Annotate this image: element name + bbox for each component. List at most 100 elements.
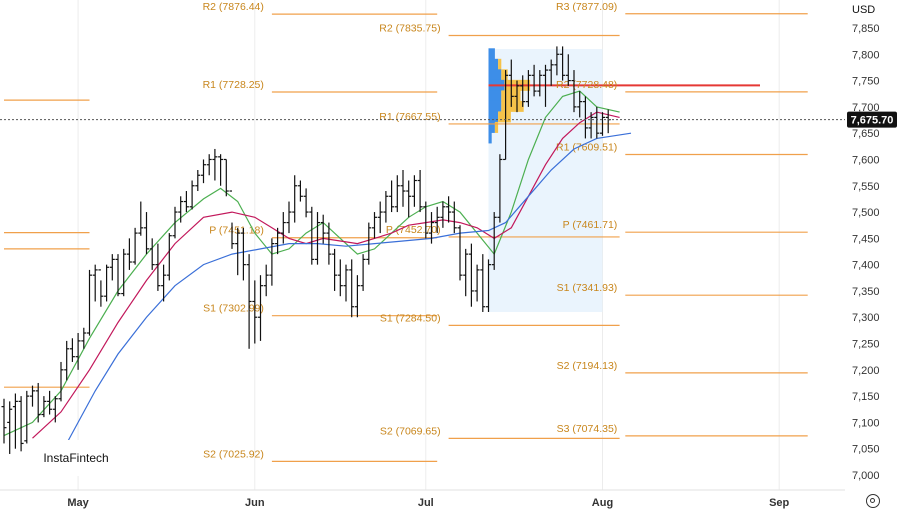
ohlc-bar bbox=[1, 398, 7, 444]
ohlc-bar bbox=[41, 396, 47, 418]
y-tick-label: 7,400 bbox=[852, 260, 880, 272]
profile-bin-gold bbox=[498, 111, 511, 123]
ohlc-bar bbox=[543, 64, 548, 107]
ohlc-bar bbox=[189, 180, 195, 210]
ohlc-bar bbox=[440, 201, 446, 228]
ohlc-bar bbox=[144, 212, 149, 255]
pivot-label: R1 (7609.51) bbox=[556, 141, 617, 153]
ohlc-bar bbox=[423, 201, 429, 239]
ohlc-bar bbox=[480, 254, 486, 312]
ohlc-bar bbox=[292, 175, 298, 223]
ohlc-bar bbox=[457, 225, 463, 281]
settings-icon[interactable] bbox=[866, 494, 880, 508]
y-tick-label: 7,150 bbox=[852, 391, 880, 403]
ohlc-bar bbox=[303, 188, 309, 218]
pivot-label: S2 (7194.13) bbox=[557, 360, 618, 372]
ohlc-bar bbox=[246, 254, 252, 349]
ohlc-bar bbox=[109, 254, 115, 281]
x-tick-label: Sep bbox=[769, 497, 789, 509]
currency-label[interactable]: USD bbox=[852, 4, 876, 16]
ohlc-bar bbox=[229, 190, 235, 249]
profile-bin-gold bbox=[501, 69, 508, 81]
ohlc-bar bbox=[87, 269, 92, 336]
ohlc-bar bbox=[280, 212, 286, 244]
ohlc-bar bbox=[594, 106, 600, 139]
ohlc-bar bbox=[69, 338, 75, 362]
candles-layer bbox=[1, 46, 611, 454]
y-tick-label: 7,000 bbox=[852, 470, 880, 482]
ohlc-bar bbox=[571, 70, 577, 113]
ohlc-bar bbox=[269, 238, 275, 286]
ohlc-bar bbox=[582, 96, 588, 139]
y-tick-label: 7,700 bbox=[852, 102, 880, 114]
ohlc-bar bbox=[588, 112, 594, 139]
ohlc-bar bbox=[155, 243, 161, 291]
ohlc-bar bbox=[560, 46, 566, 81]
y-tick-label: 7,100 bbox=[852, 417, 880, 429]
ohlc-bar bbox=[565, 54, 571, 86]
ohlc-bar bbox=[75, 333, 81, 370]
y-tick-label: 7,550 bbox=[852, 181, 880, 193]
profile-bin-blue bbox=[488, 132, 492, 144]
pivot-label: S3 (7074.35) bbox=[557, 423, 618, 435]
ohlc-bar bbox=[451, 201, 457, 234]
ohlc-bar bbox=[201, 159, 206, 184]
pivot-label: R2 (7876.44) bbox=[203, 1, 264, 13]
ohlc-bar bbox=[172, 206, 178, 239]
profile-bin-blue bbox=[488, 48, 495, 60]
ohlc-bar bbox=[132, 227, 138, 265]
ohlc-bar bbox=[309, 206, 315, 265]
ohlc-bar bbox=[497, 154, 503, 223]
ohlc-bar bbox=[434, 206, 440, 234]
profile-bin-blue bbox=[488, 58, 499, 70]
ohlc-bar bbox=[12, 393, 18, 449]
ohlc-bar bbox=[252, 280, 258, 344]
x-tick-label: Aug bbox=[592, 497, 613, 509]
ohlc-bar bbox=[332, 248, 338, 291]
y-tick-label: 7,650 bbox=[852, 128, 880, 140]
ohlc-bar bbox=[161, 264, 167, 302]
ohlc-bar bbox=[258, 275, 263, 341]
ohlc-bar bbox=[24, 390, 30, 444]
ohlc-bar bbox=[372, 212, 377, 239]
ohlc-bar bbox=[577, 91, 583, 118]
ohlc-bar bbox=[389, 180, 395, 213]
ohlc-bar bbox=[514, 80, 520, 113]
ohlc-bar bbox=[315, 212, 320, 265]
ohlc-bar bbox=[7, 401, 13, 454]
ohlc-bar bbox=[537, 70, 543, 97]
y-tick-label: 7,600 bbox=[852, 154, 880, 166]
ohlc-bar bbox=[218, 154, 224, 186]
ohlc-bar bbox=[337, 259, 343, 297]
ohlc-bar bbox=[520, 75, 526, 107]
ohlc-bar bbox=[377, 201, 383, 234]
ohlc-bar bbox=[263, 264, 269, 297]
ohlc-bar bbox=[406, 180, 412, 218]
ohlc-bar bbox=[600, 112, 605, 136]
profile-bin-blue bbox=[488, 111, 499, 123]
ohlc-bar bbox=[383, 191, 389, 223]
ohlc-bar bbox=[297, 180, 303, 202]
ohlc-bar bbox=[64, 340, 70, 381]
ohlc-bar bbox=[166, 233, 172, 281]
ohlc-bar bbox=[121, 248, 127, 297]
watermark-text: InstaFintech bbox=[43, 451, 109, 465]
ohlc-bar bbox=[326, 222, 332, 265]
pivot-label: R1 (7728.25) bbox=[203, 79, 264, 91]
y-tick-label: 7,350 bbox=[852, 286, 880, 298]
ohlc-bar bbox=[446, 196, 452, 223]
watermark-box: InstaFintech bbox=[36, 440, 116, 476]
pivot-label: P (7461.71) bbox=[563, 219, 618, 231]
profile-bin-gold bbox=[498, 58, 502, 70]
x-tick-label: Jul bbox=[418, 497, 434, 509]
ohlc-bar bbox=[491, 212, 497, 270]
pivot-label: S2 (7025.92) bbox=[203, 448, 264, 460]
ohlc-bar bbox=[531, 64, 537, 97]
ohlc-bar bbox=[98, 269, 104, 307]
y-tick-label: 7,500 bbox=[852, 207, 880, 219]
ohlc-bar bbox=[320, 214, 326, 244]
profile-bin-gold bbox=[501, 100, 524, 112]
ohlc-bar bbox=[417, 169, 423, 213]
ohlc-bar bbox=[47, 390, 53, 415]
